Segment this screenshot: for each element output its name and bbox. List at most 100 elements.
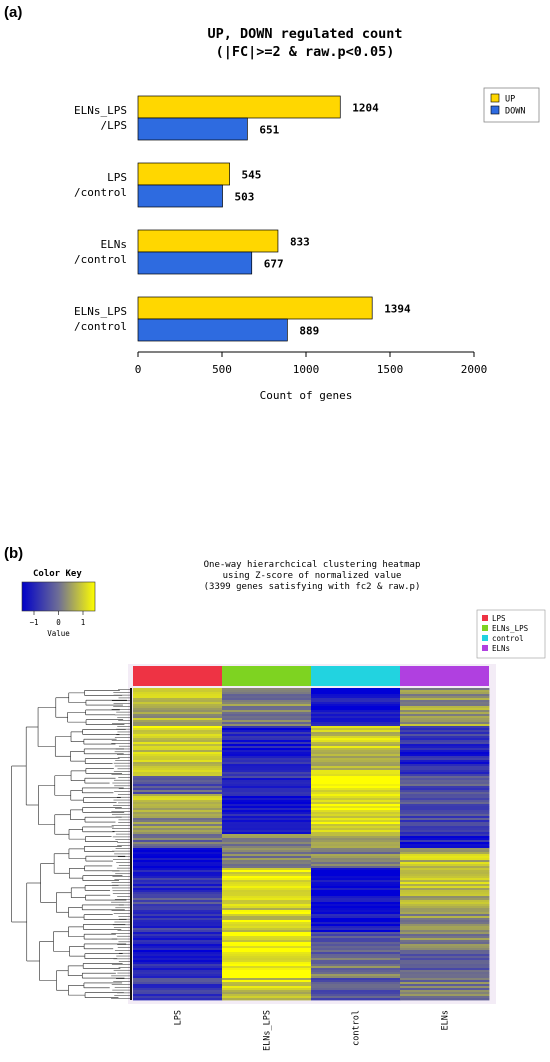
heatmap-cell [133, 980, 223, 983]
heatmap-cell [222, 914, 312, 917]
bar-up-1 [137, 162, 230, 186]
heatmap-title-line3: (3399 genes satisfying with fc2 & raw.p) [204, 582, 421, 592]
heatmap-cell [133, 800, 223, 803]
heatmap-cell [311, 858, 401, 861]
heatmap-cell [133, 890, 223, 893]
heatmap-cell [400, 816, 490, 819]
heatmap-cell [311, 906, 401, 909]
heatmap-cell [400, 818, 490, 821]
heatmap-cell [400, 928, 490, 931]
heatmap-cell [133, 900, 223, 903]
heatmap-cell [133, 972, 223, 975]
heatmap-cell [400, 866, 490, 869]
heatmap-cell [400, 930, 490, 933]
heatmap-cell [311, 844, 401, 847]
heatmap-cell [222, 898, 312, 901]
heatmap-cell [222, 718, 312, 721]
heatmap-cell [222, 906, 312, 909]
heatmap-cell [222, 762, 312, 765]
heatmap-cell [222, 924, 312, 927]
heatmap-cell [222, 928, 312, 931]
heatmap-cell [311, 806, 401, 809]
bar-down-1 [137, 184, 223, 208]
heatmap-cell [311, 822, 401, 825]
heatmap-cell [222, 998, 312, 1001]
category-label: ELNs [101, 238, 128, 251]
heatmap-cell [311, 970, 401, 973]
heatmap-cell [400, 708, 490, 711]
heatmap-cell [133, 688, 223, 691]
heatmap-cell [400, 696, 490, 699]
heatmap-cell [400, 814, 490, 817]
heatmap-cell [222, 834, 312, 837]
legend-label-up: UP [505, 95, 515, 105]
heatmap-cell [133, 872, 223, 875]
heatmap-cell [311, 820, 401, 823]
heatmap-cell [400, 762, 490, 765]
heatmap-cell [133, 774, 223, 777]
heatmap-cell [311, 778, 401, 781]
heatmap-cell [133, 876, 223, 879]
heatmap-cell [400, 688, 490, 691]
heatmap-cells [133, 688, 490, 1001]
heatmap-cell [222, 776, 312, 779]
heatmap-cell [400, 968, 490, 971]
legend-swatch-down [490, 105, 500, 115]
heatmap-cell [222, 818, 312, 821]
heatmap-cell [311, 952, 401, 955]
heatmap-cell [222, 808, 312, 811]
heatmap-cell [133, 986, 223, 989]
heatmap-cell [222, 888, 312, 891]
heatmap-cell [311, 720, 401, 723]
heatmap-cell [222, 900, 312, 903]
bar-chart-title-line2: (|FC|>=2 & raw.p<0.05) [216, 44, 395, 60]
heatmap-cell [311, 832, 401, 835]
group-legend-label: ELNs [492, 644, 510, 653]
heatmap-cell [311, 798, 401, 801]
heatmap-cell [400, 800, 490, 803]
heatmap-cell [222, 840, 312, 843]
heatmap-cell [133, 888, 223, 891]
heatmap-cell [222, 722, 312, 725]
heatmap-cell [400, 764, 490, 767]
heatmap-cell [311, 754, 401, 757]
heatmap-cell [311, 994, 401, 997]
heatmap-cell [133, 884, 223, 887]
heatmap-cell [222, 720, 312, 723]
heatmap-cell [400, 772, 490, 775]
heatmap-cell [133, 936, 223, 939]
heatmap-cell [133, 714, 223, 717]
bar-up-3 [137, 296, 373, 320]
heatmap-cell [311, 866, 401, 869]
heatmap-cell [133, 780, 223, 783]
heatmap-cell [222, 820, 312, 823]
heatmap-cell [222, 846, 312, 849]
x-tick-label: 500 [212, 363, 232, 376]
heatmap-cell [311, 794, 401, 797]
heatmap-cell [400, 868, 490, 871]
heatmap-cell [400, 910, 490, 913]
heatmap-cell [222, 952, 312, 955]
heatmap-cell [311, 864, 401, 867]
heatmap-cell [311, 810, 401, 813]
heatmap-cell [400, 996, 490, 999]
heatmap-cell [400, 950, 490, 953]
heatmap-cell [222, 714, 312, 717]
heatmap-cell [133, 766, 223, 769]
heatmap-cell [222, 782, 312, 785]
heatmap-cell [311, 750, 401, 753]
heatmap-cell [222, 964, 312, 967]
heatmap-cell [133, 952, 223, 955]
heatmap-cell [311, 890, 401, 893]
heatmap-cell [133, 744, 223, 747]
heatmap-cell [400, 716, 490, 719]
heatmap-cell [311, 804, 401, 807]
heatmap-cell [133, 918, 223, 921]
heatmap-cell [311, 742, 401, 745]
heatmap-cell [133, 940, 223, 943]
heatmap-figure: One-way hierarchcical clustering heatmap… [11, 560, 546, 1051]
heatmap-cell [222, 784, 312, 787]
heatmap-cell [400, 754, 490, 757]
heatmap-cell [222, 790, 312, 793]
column-label: ELNs [441, 1010, 451, 1030]
